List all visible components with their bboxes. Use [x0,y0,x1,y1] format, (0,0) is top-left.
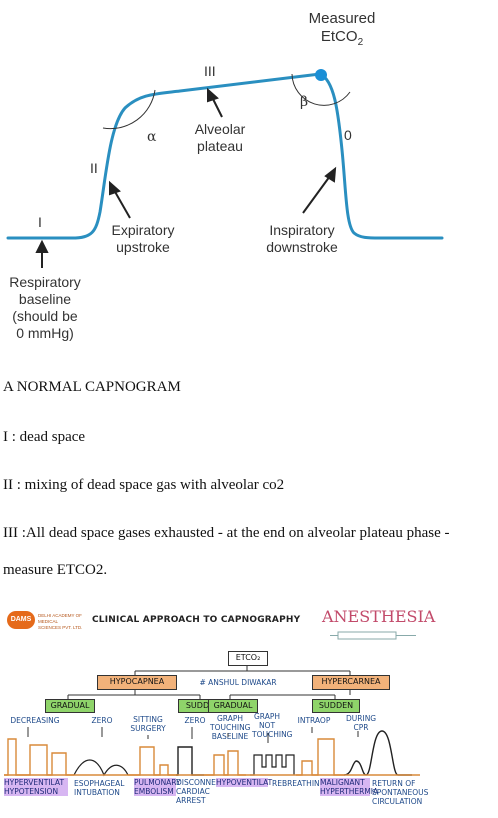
capnography-flowchart: DAMS DELHI ACADEMY OF MEDICAL SCIENCES P… [0,603,498,818]
phase-I-label: I [38,214,42,230]
baseline-line3: (should be [12,308,78,324]
dams-logo-subtitle: DELHI ACADEMY OF MEDICAL SCIENCES PVT. L… [38,613,88,631]
measured-label-line1: Measured [308,10,376,27]
text-line-mixing: II : mixing of dead space gas with alveo… [3,477,285,493]
dx-esophageal: ESOPHAGEAL INTUBATION [74,779,125,797]
alveolar-line1: Alveolar [194,121,246,137]
expiratory-arrowhead [109,180,121,196]
dx-hyperventilation: HYPERVENTILAT HYPOTENSION [4,778,68,796]
logo-sub-line2: SCIENCES PVT. LTD. [38,625,83,630]
measured-label-etco: EtCO [320,28,358,45]
phase-II-label: II [90,160,98,176]
leaf-graph-touching: GRAPH TOUCHING BASELINE [210,714,251,741]
dx-disconnect-arrest: DISCONNECT CARDIAC ARREST [176,778,226,805]
alveolar-line2: plateau [197,138,243,154]
text-line-dead-space: I : dead space [3,429,86,445]
waveform-rosc [343,730,412,776]
measured-etco2-label: Measured EtCO2 [297,10,387,52]
expiratory-line1: Expiratory [111,222,175,238]
expiratory-upstroke-arrow [113,189,131,219]
waveform-esophageal [73,759,129,777]
root-etco2-box: ETCO₂ [228,651,268,666]
capnogram-diagram [6,69,444,268]
waveform-rebreathing [250,754,295,776]
syringe-icon [330,631,416,640]
gradual-right-box: GRADUAL [208,699,258,713]
baseline-arrowhead [35,239,49,253]
baseline-line1: Respiratory [9,274,81,290]
hypocapnea-box: HYPOCAPNEA [97,675,177,690]
alpha-label: α [147,129,157,145]
beta-label: β [300,94,309,110]
leaf-sitting-surgery: SITTING SURGERY [130,715,166,733]
waveform-disconnect [176,746,204,776]
leaf-zero-2: ZERO [184,716,206,725]
expiratory-upstroke-label: Expiratory upstroke [98,222,188,256]
leaf-zero-1: ZERO [91,716,113,725]
capnography-waveforms [4,727,420,777]
inspiratory-line1: Inspiratory [269,222,335,238]
inspiratory-downstroke-arrow [302,175,331,214]
dx-malignant-hyperthermia: MALIGNANT HYPERTHERMIA [320,778,379,796]
inspiratory-line2: downstroke [266,239,338,255]
logo-sub-line1: DELHI ACADEMY OF MEDICAL [38,613,82,624]
respiratory-baseline-label: Respiratory baseline (should be 0 mmHg) [0,274,90,342]
measured-label-subscript: 2 [357,37,364,48]
inspiratory-arrowhead [324,166,337,183]
flowchart-connectors [67,665,351,699]
leaf-during-cpr: DURING CPR [346,714,377,732]
phase-0-label: 0 [344,127,352,143]
alveolar-plateau-label: Alveolar plateau [180,121,260,155]
waveform-malignant [296,738,344,776]
text-line-measure: measure ETCO2. [3,562,108,578]
waveform-decreasing [4,738,74,776]
dx-pulmonary-embolism: PULMONARY EMBOLISM [134,778,181,796]
inspiratory-downstroke-label: Inspiratory downstroke [252,222,352,256]
baseline-line4: 0 mmHg) [16,325,74,341]
expiratory-line2: upstroke [116,239,170,255]
hypercapnea-box: HYPERCARNEA [312,675,390,690]
flowchart-title: CLINICAL APPROACH TO CAPNOGRAPHY [92,615,301,625]
alveolar-plateau-arrow [211,96,223,118]
heading-normal-capnogram: A NORMAL CAPNOGRAM [3,379,181,395]
leaf-intraop: INTRAOP [297,716,331,725]
beta-angle-arc [291,73,351,106]
alveolar-arrowhead [207,87,219,103]
measured-label-line2: EtCO2 [297,28,387,52]
phase-III-label: III [204,63,216,79]
dx-rebreathing: REBREATHING [272,779,326,788]
anesthesia-brand: ANESTHESIA [322,607,436,626]
alpha-angle-arc [102,89,156,130]
text-line-exhausted: III :All dead space gases exhausted - at… [3,525,450,541]
dams-logo: DAMS [7,611,35,629]
measured-etco2-dot [315,69,327,81]
leaf-graph-not-touching: GRAPH NOT TOUCHING [252,712,293,739]
waveform-hypoventilation [204,750,246,776]
leaf-decreasing: DECREASING [10,716,60,725]
baseline-line2: baseline [18,291,72,307]
gradual-left-box: GRADUAL [45,699,95,713]
author-credit: # ANSHUL DIWAKAR [199,678,277,687]
sudden-right-box: SUDDEN [312,699,360,713]
waveform-pulmonary [128,746,178,776]
dx-hypoventilation: HYPOVENTILAT [216,778,273,787]
capnogram-curve [6,72,444,240]
dx-rosc: RETURN OF SPONTANEOUS CIRCULATION [372,779,429,806]
